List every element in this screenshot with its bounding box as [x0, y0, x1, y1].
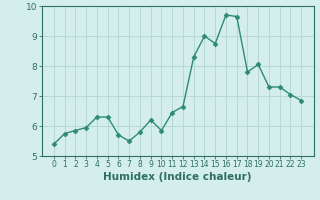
X-axis label: Humidex (Indice chaleur): Humidex (Indice chaleur)	[103, 172, 252, 182]
